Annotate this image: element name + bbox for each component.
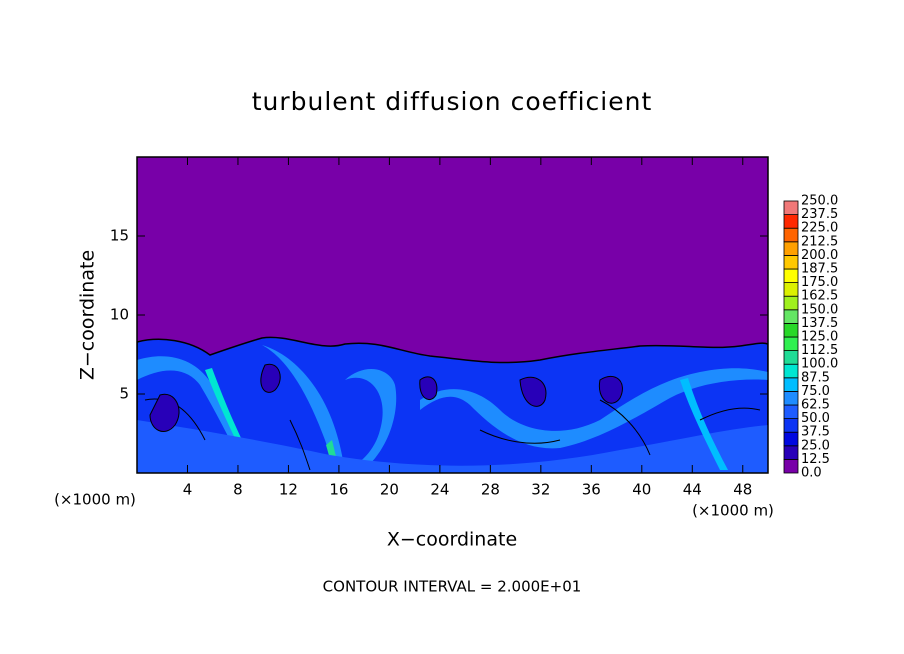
colorbar-cell — [783, 377, 799, 392]
colorbar-cell — [783, 458, 799, 474]
colorbar-cell — [783, 214, 799, 229]
colorbar-label: 25.0 — [801, 438, 830, 453]
colorbar-label: 150.0 — [801, 302, 838, 317]
x-tick-label: 40 — [632, 481, 651, 499]
colorbar-label: 62.5 — [801, 398, 830, 413]
x-tick-label: 48 — [733, 481, 752, 499]
x-tick-label: 36 — [582, 481, 601, 499]
colorbar-label: 187.5 — [801, 262, 838, 277]
x-tick-label: 32 — [531, 481, 550, 499]
annotation: CONTOUR INTERVAL = 2.000E+01 — [323, 578, 582, 596]
colorbar-cell — [783, 241, 799, 256]
colorbar-label: 175.0 — [801, 275, 838, 290]
x-tick-label: 8 — [233, 481, 243, 499]
y-tick-label: 10 — [110, 306, 129, 324]
colorbar-cell — [783, 200, 799, 216]
colorbar-cell — [783, 431, 799, 447]
colorbar-cell — [783, 336, 799, 352]
colorbar-label: 250.0 — [801, 194, 838, 209]
colorbar-label: 237.5 — [801, 207, 838, 222]
colorbar-cell — [783, 350, 799, 365]
colorbar-label: 112.5 — [801, 343, 838, 358]
colorbar-cell — [783, 295, 799, 311]
x-tick-label: 16 — [329, 481, 348, 499]
x-tick-label: 44 — [683, 481, 702, 499]
colorbar-cell — [783, 254, 799, 270]
x-tick-label: 24 — [430, 481, 449, 499]
colorbar-cell — [783, 445, 799, 460]
colorbar-cell — [783, 227, 799, 243]
colorbar-label: 0.0 — [801, 466, 822, 481]
colorbar-cell — [783, 390, 799, 406]
colorbar-cell — [783, 418, 799, 433]
x-axis-label: X−coordinate — [387, 529, 517, 551]
colorbar-cell — [783, 363, 799, 379]
x-tick-label: 12 — [279, 481, 298, 499]
colorbar-label: 162.5 — [801, 289, 838, 304]
y-axis-label: Z−coordinate — [77, 250, 99, 380]
colorbar-label: 212.5 — [801, 234, 838, 249]
colorbar-cell — [783, 322, 799, 338]
x-unit: (×1000 m) — [692, 502, 774, 520]
colorbar-cell — [783, 309, 799, 324]
y-tick-label: 15 — [110, 227, 129, 245]
colorbar-label: 137.5 — [801, 316, 838, 331]
y-unit: (×1000 m) — [54, 491, 136, 509]
turbulent-field — [137, 336, 768, 473]
x-tick-label: 4 — [183, 481, 193, 499]
colorbar-label: 37.5 — [801, 425, 830, 440]
colorbar-label: 75.0 — [801, 384, 830, 399]
chart-title: turbulent diffusion coefficient — [252, 87, 653, 116]
x-tick-label: 28 — [481, 481, 500, 499]
colorbar-label: 200.0 — [801, 248, 838, 263]
colorbar-label: 87.5 — [801, 370, 830, 385]
colorbar-label: 225.0 — [801, 221, 838, 236]
colorbar-cell — [783, 268, 799, 284]
colorbar-cell — [783, 282, 799, 297]
colorbar-label: 125.0 — [801, 330, 838, 345]
colorbar-label: 12.5 — [801, 452, 830, 467]
y-tick-label: 5 — [119, 385, 129, 403]
colorbar-label: 100.0 — [801, 357, 838, 372]
x-tick-label: 20 — [380, 481, 399, 499]
colorbar-cell — [783, 404, 799, 420]
colorbar-label: 50.0 — [801, 411, 830, 426]
